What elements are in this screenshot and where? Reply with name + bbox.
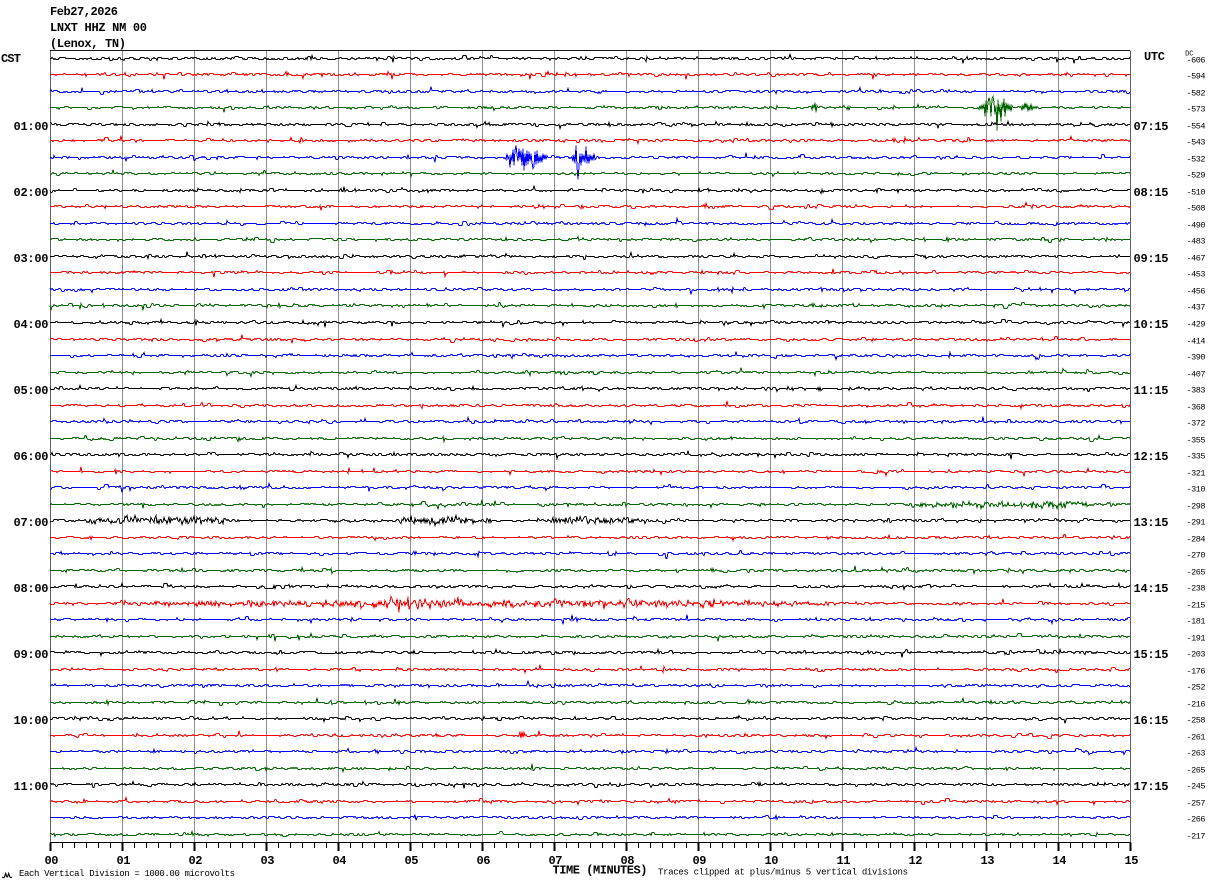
svg-text:08:15: 08:15 xyxy=(1134,186,1169,200)
svg-text:-263: -263 xyxy=(1187,749,1206,759)
svg-text:-215: -215 xyxy=(1187,601,1206,611)
svg-text:04:00: 04:00 xyxy=(14,318,49,332)
svg-text:08: 08 xyxy=(621,854,635,868)
svg-text:10:00: 10:00 xyxy=(14,714,49,728)
svg-text:12:15: 12:15 xyxy=(1134,450,1169,464)
svg-text:-543: -543 xyxy=(1187,138,1206,148)
svg-text:01: 01 xyxy=(117,854,131,868)
svg-text:-532: -532 xyxy=(1187,155,1206,165)
svg-text:-265: -265 xyxy=(1187,568,1206,578)
svg-text:09: 09 xyxy=(693,854,707,868)
svg-text:14: 14 xyxy=(1053,854,1067,868)
svg-text:-456: -456 xyxy=(1187,287,1206,297)
svg-text:00: 00 xyxy=(45,854,59,868)
svg-text:12: 12 xyxy=(909,854,923,868)
svg-text:08:00: 08:00 xyxy=(14,582,49,596)
svg-text:TIME (MINUTES): TIME (MINUTES) xyxy=(553,864,648,878)
svg-text:11:00: 11:00 xyxy=(14,780,49,794)
svg-text:-407: -407 xyxy=(1187,370,1206,380)
svg-text:-284: -284 xyxy=(1187,535,1206,545)
svg-text:07:00: 07:00 xyxy=(14,516,49,530)
svg-text:-606: -606 xyxy=(1187,56,1206,66)
svg-text:05:00: 05:00 xyxy=(14,384,49,398)
svg-text:15: 15 xyxy=(1125,854,1139,868)
svg-text:-368: -368 xyxy=(1187,403,1206,413)
svg-text:-245: -245 xyxy=(1187,782,1206,792)
svg-text:11:15: 11:15 xyxy=(1134,384,1169,398)
svg-text:-355: -355 xyxy=(1187,436,1206,446)
svg-text:-594: -594 xyxy=(1187,72,1206,82)
svg-text:(Lenox, TN): (Lenox, TN) xyxy=(50,37,126,51)
svg-text:-467: -467 xyxy=(1187,254,1206,264)
svg-text:CST: CST xyxy=(1,52,21,66)
svg-text:-257: -257 xyxy=(1187,799,1206,809)
svg-text:-508: -508 xyxy=(1187,204,1206,214)
svg-text:10:15: 10:15 xyxy=(1134,318,1169,332)
svg-text:17:15: 17:15 xyxy=(1134,780,1169,794)
svg-text:-203: -203 xyxy=(1187,650,1206,660)
svg-text:02:00: 02:00 xyxy=(14,186,49,200)
svg-text:10: 10 xyxy=(765,854,779,868)
svg-text:-261: -261 xyxy=(1187,733,1206,743)
svg-text:Feb27,2026: Feb27,2026 xyxy=(50,5,118,19)
svg-text:-270: -270 xyxy=(1187,551,1206,561)
svg-text:06: 06 xyxy=(477,854,491,868)
svg-text:02: 02 xyxy=(189,854,203,868)
svg-text:-383: -383 xyxy=(1187,386,1206,396)
svg-text:-258: -258 xyxy=(1187,716,1206,726)
svg-text:-483: -483 xyxy=(1187,237,1206,247)
svg-text:-298: -298 xyxy=(1187,502,1206,512)
svg-text:Traces clipped at plus/minus 5: Traces clipped at plus/minus 5 vertical … xyxy=(658,868,908,878)
svg-text:-453: -453 xyxy=(1187,270,1206,280)
svg-text:-372: -372 xyxy=(1187,419,1206,429)
svg-text:-265: -265 xyxy=(1187,766,1206,776)
svg-text:-216: -216 xyxy=(1187,700,1206,710)
svg-text:-490: -490 xyxy=(1187,221,1206,231)
svg-text:-429: -429 xyxy=(1187,320,1206,330)
svg-text:-573: -573 xyxy=(1187,105,1206,115)
svg-text:-181: -181 xyxy=(1187,617,1206,627)
svg-text:06:00: 06:00 xyxy=(14,450,49,464)
svg-text:-266: -266 xyxy=(1187,815,1206,825)
svg-text:-176: -176 xyxy=(1187,667,1206,677)
svg-text:07: 07 xyxy=(549,854,563,868)
svg-text:-510: -510 xyxy=(1187,188,1206,198)
svg-text:11: 11 xyxy=(837,854,851,868)
svg-text:13:15: 13:15 xyxy=(1134,516,1169,530)
svg-text:-321: -321 xyxy=(1187,469,1206,479)
svg-text:03:00: 03:00 xyxy=(14,252,49,266)
svg-text:-529: -529 xyxy=(1187,171,1206,181)
svg-text:-582: -582 xyxy=(1187,89,1206,99)
svg-text:Each Vertical Division = 1000.: Each Vertical Division = 1000.00 microvo… xyxy=(19,869,235,879)
svg-text:03: 03 xyxy=(261,854,275,868)
svg-text:-554: -554 xyxy=(1187,122,1206,132)
svg-text:09:00: 09:00 xyxy=(14,648,49,662)
svg-text:-217: -217 xyxy=(1187,832,1206,842)
svg-text:01:00: 01:00 xyxy=(14,120,49,134)
svg-text:UTC: UTC xyxy=(1144,50,1165,64)
svg-text:DC: DC xyxy=(1185,51,1193,59)
svg-text:-238: -238 xyxy=(1187,584,1206,594)
svg-text:-414: -414 xyxy=(1187,337,1206,347)
svg-text:07:15: 07:15 xyxy=(1134,120,1169,134)
svg-text:09:15: 09:15 xyxy=(1134,252,1169,266)
svg-text:-252: -252 xyxy=(1187,683,1206,693)
svg-text:04: 04 xyxy=(333,854,347,868)
svg-text:-291: -291 xyxy=(1187,518,1206,528)
svg-text:13: 13 xyxy=(981,854,995,868)
svg-text:15:15: 15:15 xyxy=(1134,648,1169,662)
svg-text:05: 05 xyxy=(405,854,419,868)
svg-text:14:15: 14:15 xyxy=(1134,582,1169,596)
svg-text:-335: -335 xyxy=(1187,452,1206,462)
svg-text:-191: -191 xyxy=(1187,634,1206,644)
svg-text:-437: -437 xyxy=(1187,303,1206,313)
svg-text:-310: -310 xyxy=(1187,485,1206,495)
svg-text:16:15: 16:15 xyxy=(1134,714,1169,728)
svg-text:-390: -390 xyxy=(1187,353,1206,363)
svg-text:LNXT HHZ NM 00: LNXT HHZ NM 00 xyxy=(50,21,147,35)
